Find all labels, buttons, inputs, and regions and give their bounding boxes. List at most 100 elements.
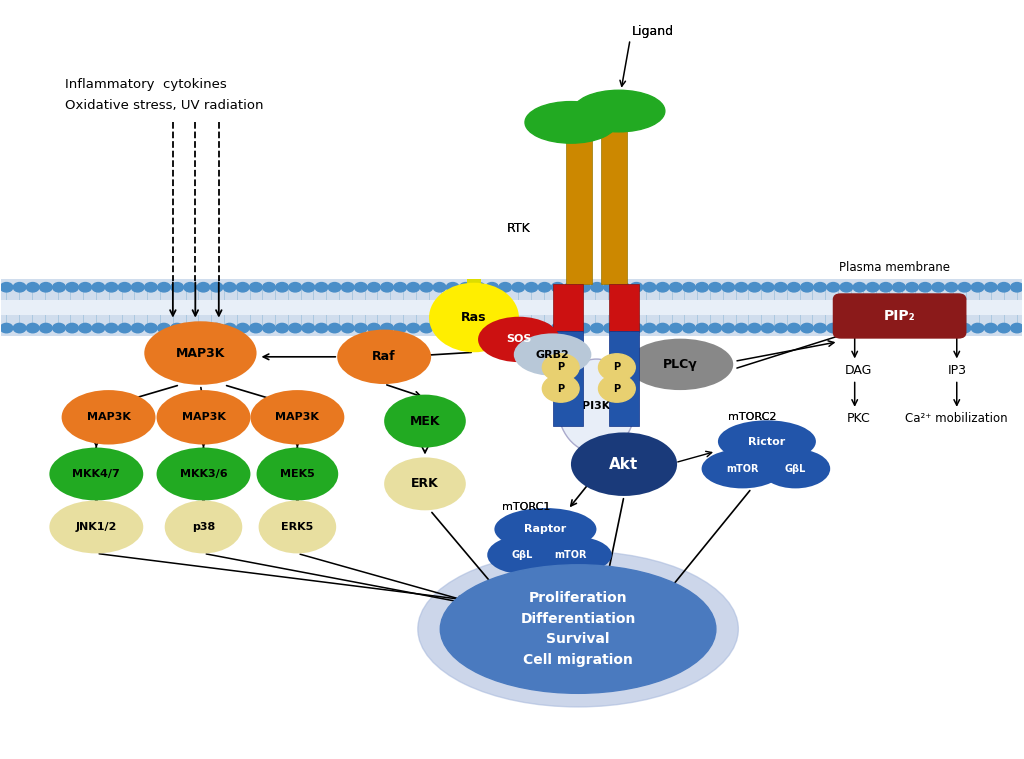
Text: MAP3K: MAP3K [275,412,319,422]
FancyBboxPatch shape [553,332,584,426]
Circle shape [40,323,52,332]
Circle shape [774,323,787,332]
Text: mTOR: mTOR [726,464,759,474]
Text: P: P [557,362,564,373]
Circle shape [787,282,800,292]
Text: Ligand: Ligand [632,25,675,38]
Text: Oxidative stress, UV radiation: Oxidative stress, UV radiation [65,99,263,112]
Circle shape [485,282,499,292]
Text: Ligand: Ligand [632,25,675,38]
Circle shape [381,282,393,292]
Ellipse shape [761,449,830,488]
Circle shape [616,323,630,332]
Text: MEK: MEK [410,414,440,427]
Circle shape [774,282,787,292]
Circle shape [460,282,472,292]
Circle shape [27,282,39,292]
Text: PKC: PKC [847,412,870,425]
Circle shape [27,323,39,332]
Circle shape [695,323,709,332]
Circle shape [485,323,499,332]
Circle shape [683,282,695,292]
Circle shape [184,282,197,292]
Circle shape [893,282,905,292]
Circle shape [591,323,603,332]
Circle shape [66,323,79,332]
Circle shape [329,323,341,332]
Circle shape [525,323,538,332]
Circle shape [853,323,866,332]
Circle shape [827,282,840,292]
Circle shape [407,323,420,332]
Circle shape [13,282,26,292]
Circle shape [275,282,289,292]
Text: PLCγ: PLCγ [663,358,697,371]
Ellipse shape [251,390,344,445]
Circle shape [972,282,984,292]
Ellipse shape [384,395,466,448]
Circle shape [591,282,603,292]
Circle shape [801,323,813,332]
Circle shape [210,323,223,332]
Circle shape [543,354,580,381]
Circle shape [184,323,197,332]
Circle shape [735,282,748,292]
Circle shape [210,282,223,292]
Circle shape [551,323,564,332]
Text: Ca²⁺ mobilization: Ca²⁺ mobilization [905,412,1008,425]
Circle shape [905,323,919,332]
Ellipse shape [337,329,431,384]
Ellipse shape [495,508,596,550]
Text: P: P [613,362,621,373]
Ellipse shape [718,420,816,463]
Circle shape [997,323,1011,332]
Text: p38: p38 [191,522,215,532]
Circle shape [92,282,104,292]
Circle shape [709,323,722,332]
Text: P: P [613,383,621,394]
Text: MAP3K: MAP3K [87,412,130,422]
Circle shape [749,323,761,332]
Circle shape [543,375,580,402]
Circle shape [814,282,826,292]
Circle shape [749,282,761,292]
FancyBboxPatch shape [553,284,584,332]
Circle shape [499,323,512,332]
Circle shape [197,282,210,292]
Circle shape [433,323,445,332]
Text: Raptor: Raptor [524,524,566,534]
Circle shape [598,375,635,402]
Circle shape [158,323,170,332]
Circle shape [420,323,433,332]
Circle shape [683,323,695,332]
Circle shape [525,282,538,292]
Circle shape [656,323,669,332]
Text: ERK: ERK [411,477,439,490]
Circle shape [919,282,932,292]
Circle shape [656,282,669,292]
Circle shape [144,323,157,332]
Circle shape [735,323,748,332]
Circle shape [237,282,249,292]
Circle shape [958,282,971,292]
Ellipse shape [61,390,156,445]
Text: GβL: GβL [784,464,806,474]
Text: GRB2: GRB2 [536,350,569,360]
Text: mTOR: mTOR [555,550,587,560]
Circle shape [250,323,262,332]
Circle shape [972,323,984,332]
Circle shape [329,282,341,292]
Circle shape [144,282,157,292]
Circle shape [223,323,236,332]
Circle shape [932,282,944,292]
Text: PIP₂: PIP₂ [884,309,915,323]
Circle shape [315,282,328,292]
Circle shape [512,323,524,332]
Circle shape [289,282,301,292]
Circle shape [315,323,328,332]
Circle shape [13,323,26,332]
Text: DAG: DAG [845,364,872,377]
Circle shape [761,282,774,292]
Circle shape [79,323,91,332]
Circle shape [827,323,840,332]
